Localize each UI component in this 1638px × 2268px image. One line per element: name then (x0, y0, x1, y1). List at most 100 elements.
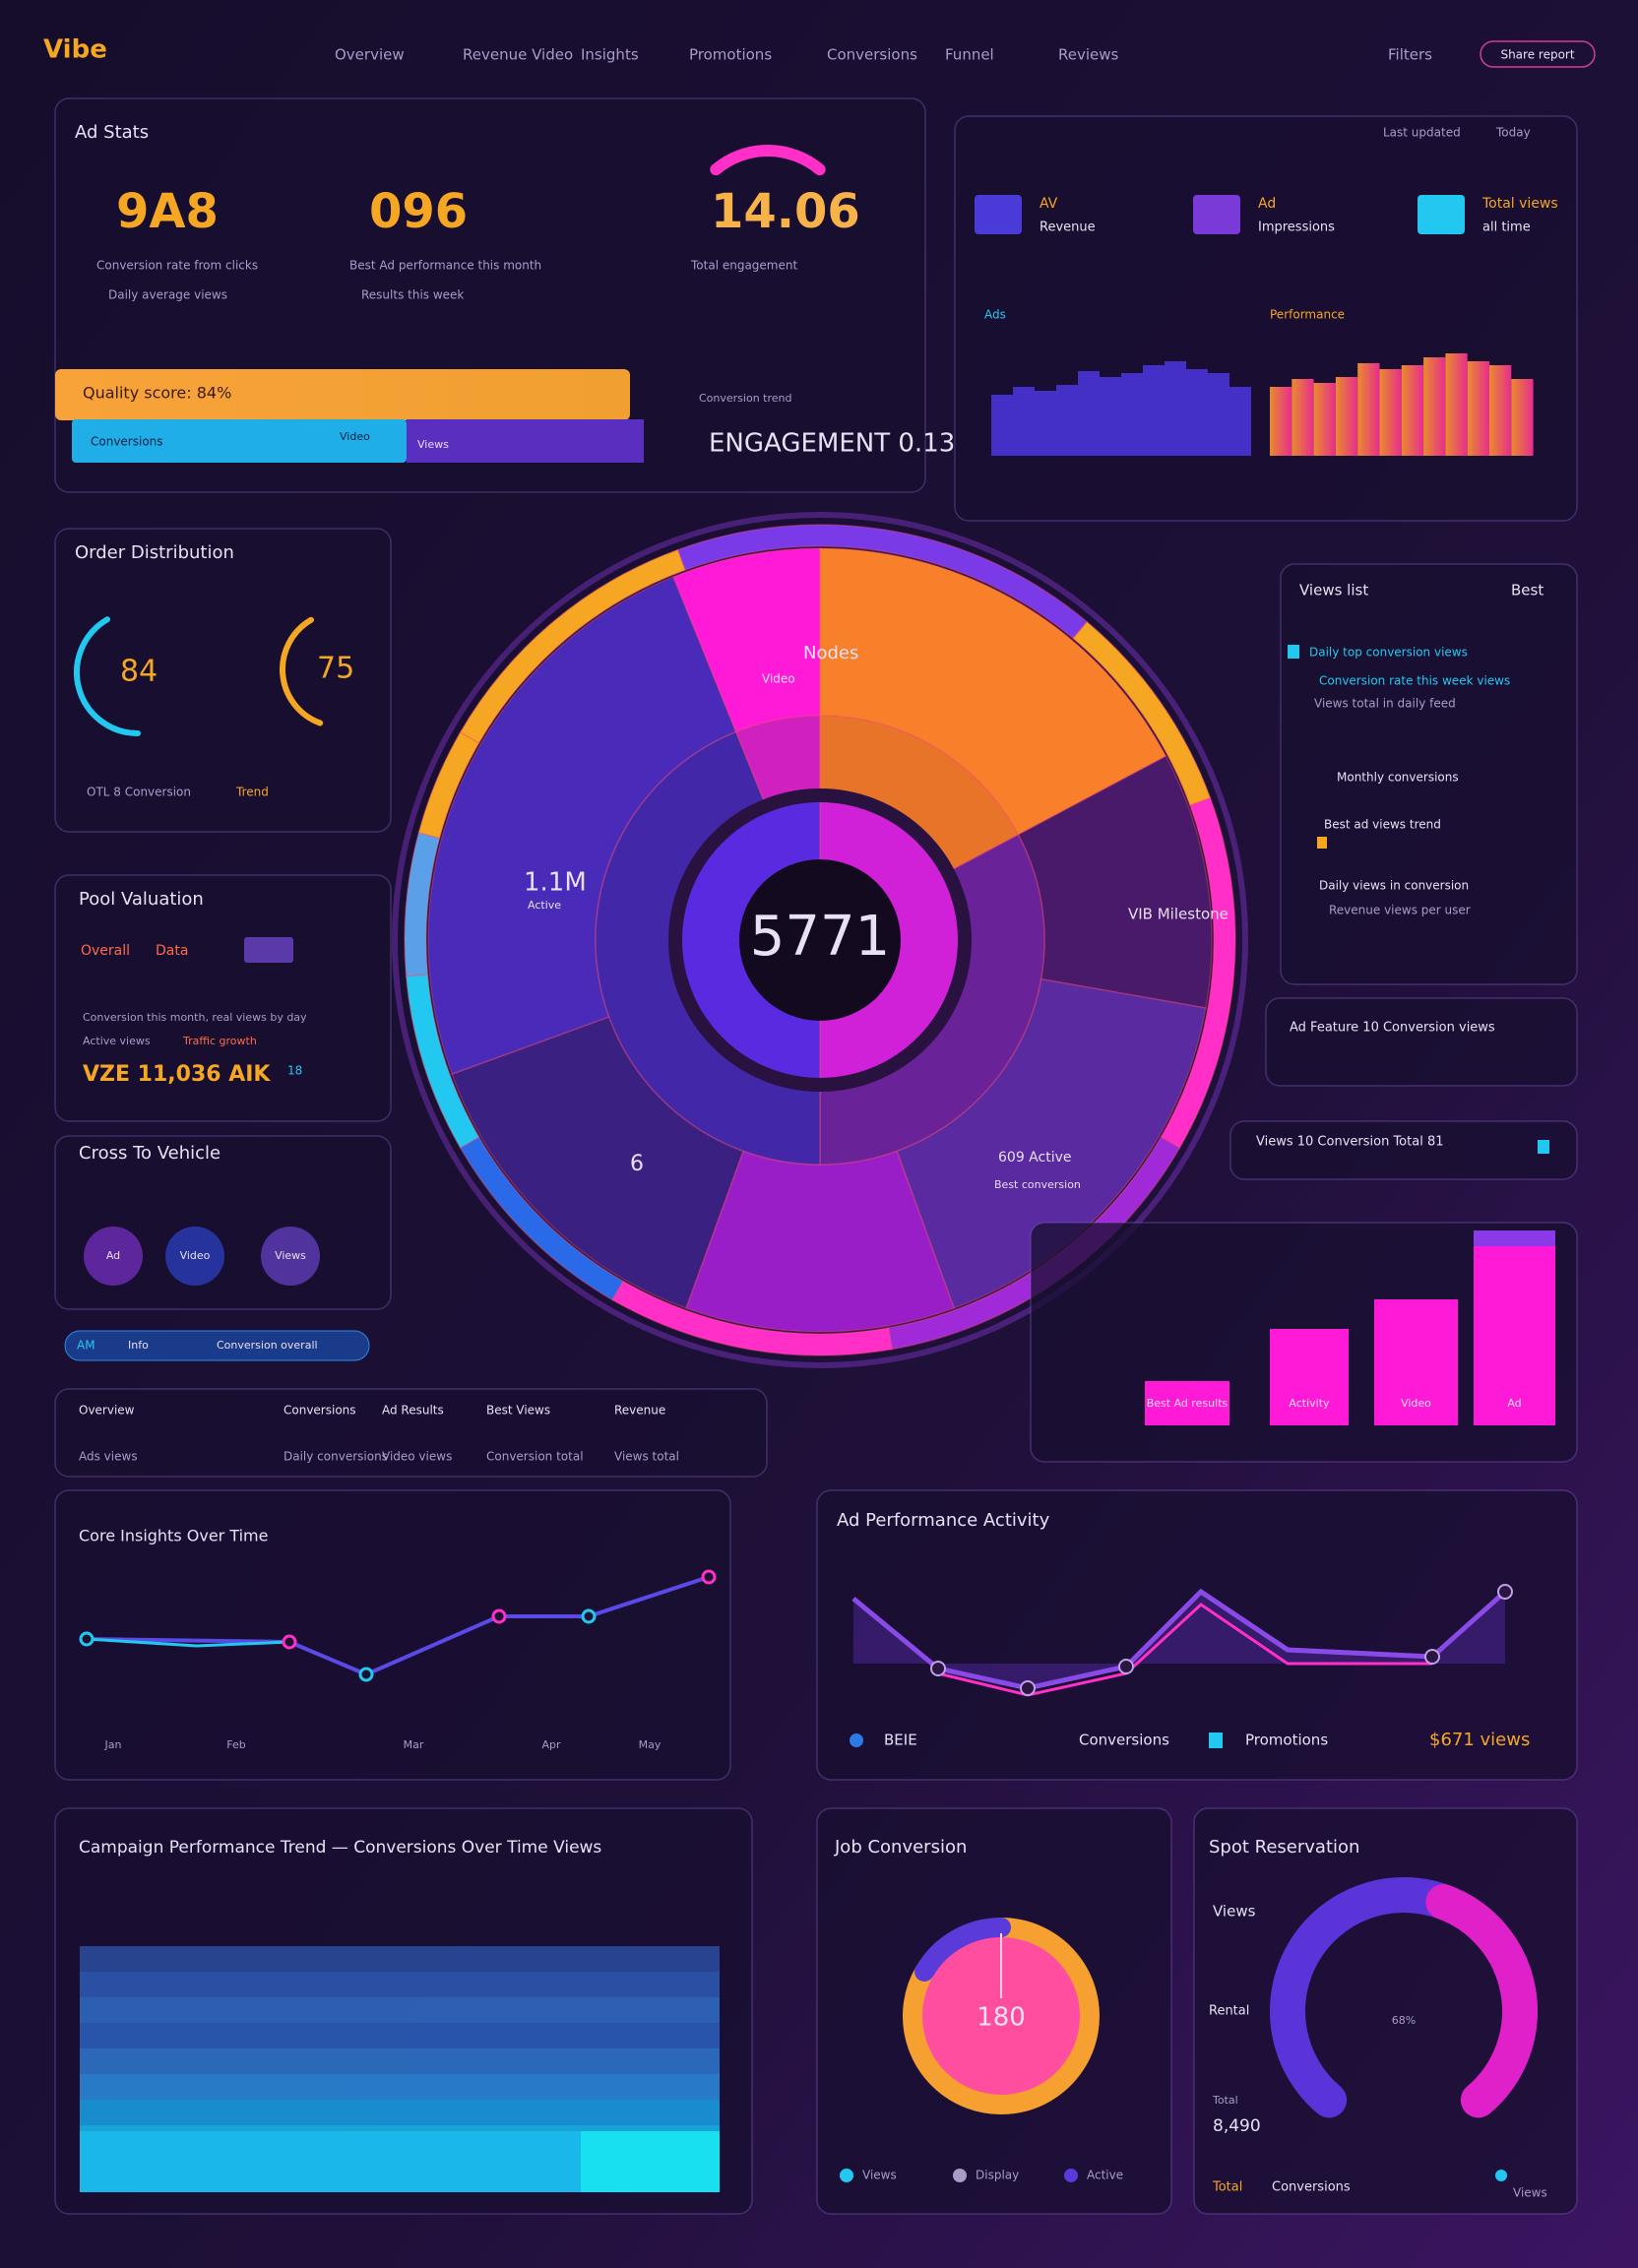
activity-point (1497, 1584, 1513, 1600)
feed-item: Daily top conversion views (1309, 646, 1468, 660)
panel (54, 874, 392, 1122)
donut-label: 609 Active (998, 1150, 1071, 1166)
bar-label: Ad (1507, 1397, 1521, 1410)
panel-meta: Last updated (1383, 126, 1461, 140)
trend-band (80, 2023, 720, 2048)
bar-label: Conversions (91, 435, 163, 449)
activity-area (853, 1592, 1505, 1688)
trend-point (701, 1569, 717, 1585)
chart-bar (1100, 377, 1121, 456)
feed-dot (1288, 645, 1299, 659)
panel (954, 115, 1578, 522)
item-title: AV (1040, 196, 1058, 212)
table-cell: Conversion total (486, 1450, 584, 1464)
panel (54, 1489, 731, 1781)
spot-gauge-label: 68% (1392, 2014, 1416, 2027)
spot-label: Rental (1209, 2004, 1249, 2019)
legend-label: Conversions (1079, 1732, 1169, 1749)
trend-band (80, 2048, 720, 2074)
sector (684, 1150, 956, 1333)
share-button[interactable] (1480, 40, 1596, 68)
trend-line (86, 1575, 710, 1677)
panel-meta: Today (1495, 126, 1531, 140)
chart-bar (991, 395, 1013, 456)
trend-line (86, 1637, 290, 1648)
item-sub: all time (1482, 220, 1531, 235)
nav-item: Funnel (945, 46, 994, 64)
stat-note: Results this week (361, 288, 464, 302)
stat-label: Best Ad performance this month (349, 259, 541, 273)
chart-bar (1511, 379, 1534, 456)
engagement-value: ENGAGEMENT 0.13 (709, 429, 955, 459)
outer-ring (676, 524, 1089, 640)
bubble-label: Video (180, 1249, 211, 1262)
chart-bar (1335, 377, 1358, 456)
table-header: Best Views (486, 1404, 550, 1418)
item-icon (975, 195, 1022, 234)
panel-title: Views list (1299, 582, 1368, 599)
bar-purple (407, 419, 644, 463)
panel-title: Cross To Vehicle (79, 1143, 220, 1164)
trend-point (282, 1634, 297, 1650)
foot-label: Trend (235, 786, 269, 799)
chart-bar (1056, 385, 1078, 456)
panel (54, 528, 392, 833)
panel (1280, 563, 1578, 985)
spot-gauge (1425, 1884, 1538, 2118)
chart-bar (1379, 369, 1402, 456)
legend-label: Active (1087, 2169, 1123, 2182)
gauge-value: 84 (120, 655, 158, 689)
feed-item: Monthly conversions (1337, 771, 1459, 785)
item-icon (1193, 195, 1240, 234)
trend-block (581, 2131, 720, 2192)
bubble (84, 1227, 143, 1286)
chart-bar (1270, 387, 1292, 456)
table-header: Overview (79, 1404, 135, 1418)
trend-band (80, 1972, 720, 1997)
panel (54, 1388, 768, 1478)
table-cell: Video views (382, 1450, 452, 1464)
pool-chip (244, 937, 293, 963)
donut-glow (392, 512, 1248, 1368)
activity-point (930, 1661, 946, 1676)
pill-label: Conversion overall (217, 1339, 318, 1352)
button-label: Share report (1500, 48, 1574, 62)
legend-label: Views (862, 2169, 897, 2182)
chart-bar (1401, 365, 1424, 456)
legend-dot (1209, 1732, 1223, 1748)
donut-label: Nodes (803, 643, 858, 663)
feed-item: Best ad views trend (1324, 818, 1441, 832)
quality-label: Quality score: 84% (83, 384, 231, 403)
gauge-value: 75 (317, 652, 354, 686)
foot-label: OTL 8 Conversion (87, 786, 191, 799)
legend-label: Display (976, 2169, 1019, 2182)
panel-title: Spot Reservation (1209, 1837, 1359, 1858)
bar-label: Video (340, 430, 370, 443)
outer-ring (459, 1135, 625, 1301)
chart-bar (1489, 365, 1512, 456)
table-header: Revenue (614, 1404, 665, 1418)
chart-bar (1357, 363, 1380, 456)
pool-value: VZE 11,036 AIK (83, 1062, 271, 1087)
donut-center: 5771 (750, 905, 891, 969)
feed-item: Views total in daily feed (1314, 697, 1456, 711)
table-header: Conversions (284, 1404, 356, 1418)
feed-item: Conversion rate this week views (1319, 674, 1510, 688)
item-sub: Revenue (1040, 220, 1096, 235)
nav-item: Revenue Video (463, 46, 573, 64)
bar (1474, 1245, 1555, 1425)
nav-item: Overview (335, 46, 405, 64)
pill-label: AM (77, 1339, 95, 1353)
legend-label: Total (1212, 2180, 1242, 2195)
item-title: Total views (1481, 196, 1558, 212)
trend-point (358, 1667, 374, 1682)
bar-label: Video (1401, 1397, 1431, 1410)
card-text: Views 10 Conversion Total 81 (1256, 1135, 1443, 1150)
outer-ring (417, 730, 480, 840)
bubble (165, 1227, 224, 1286)
logo: Vibe (43, 35, 107, 65)
chart-bar (1035, 391, 1056, 456)
bubble-label: Views (275, 1249, 306, 1262)
x-label: Feb (226, 1738, 245, 1751)
